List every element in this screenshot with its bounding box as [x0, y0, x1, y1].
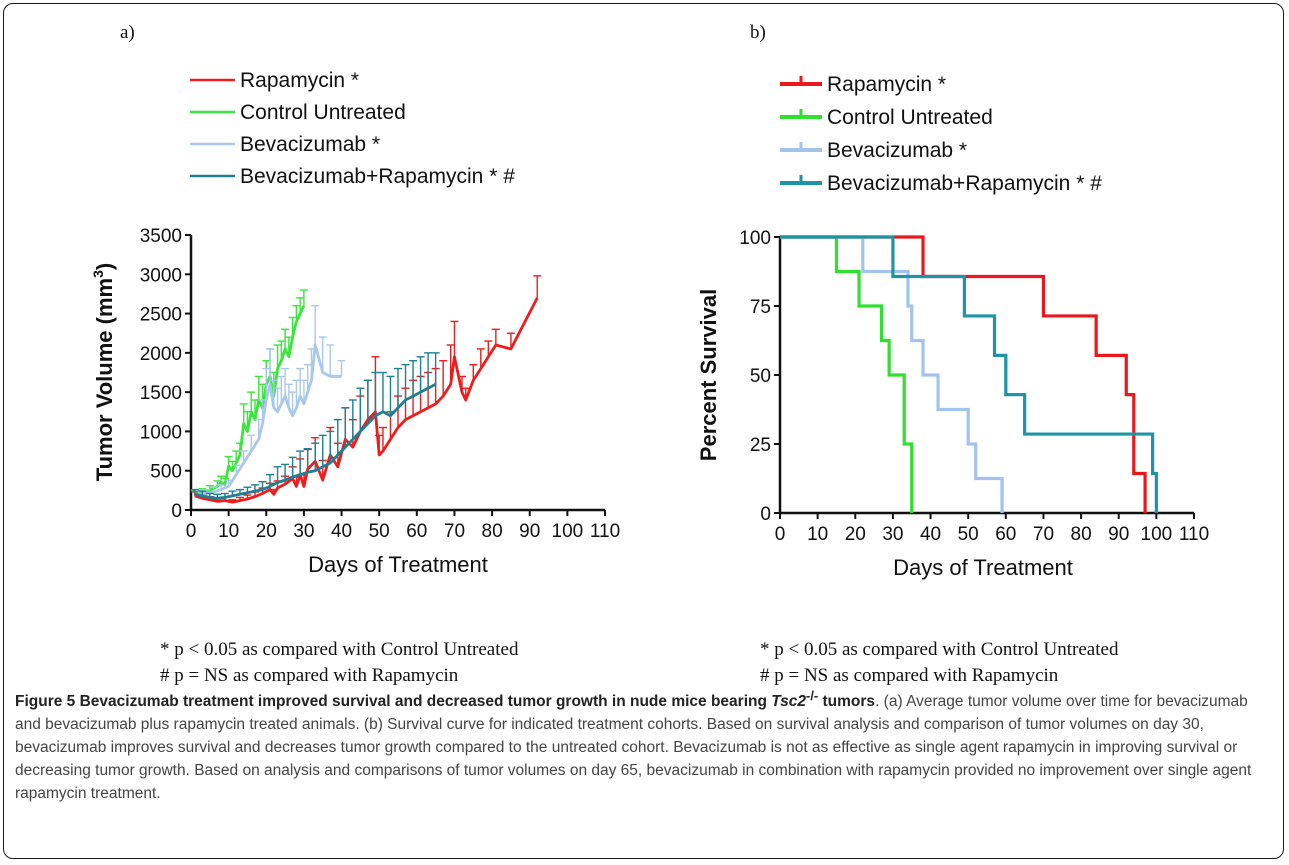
- tumor-volume-y-tick-label: 3000: [140, 265, 182, 286]
- panel-a-note-2: # p = NS as compared with Rapamycin: [160, 665, 459, 686]
- tumor-volume-y-tick-label: 500: [150, 462, 182, 483]
- caption-title-suffix: tumors: [818, 693, 876, 711]
- caption-body: . (a) Average tumor volume over time for…: [15, 693, 1252, 803]
- tumor-volume-plot: 0 10 20 30 40 50 60 70 80 90 100 110 0 500 1000 1500 200…: [140, 226, 620, 542]
- tumor-volume-y-axis-title-close: ): [92, 263, 117, 270]
- tumor-volume-x-tick-label: 80: [482, 521, 503, 542]
- tumor-volume-y-axis-title: Tumor Volume (mm3): [90, 263, 117, 481]
- survival-x-axis-title: Days of Treatment: [893, 555, 1073, 580]
- survival-x-tick-label: 90: [1108, 524, 1129, 545]
- tumor-volume-x-tick-label: 50: [369, 521, 390, 542]
- tumor-volume-y-tick-label: 0: [171, 501, 182, 522]
- tumor-volume-series: [190, 289, 308, 496]
- survival-step-line: [780, 235, 1158, 513]
- survival-x-tick-label: 0: [775, 524, 786, 545]
- tumor-volume-x-tick-label: 60: [406, 521, 427, 542]
- survival-x-tick-label: 80: [1071, 524, 1092, 545]
- tumor-volume-y-axis-title-sup: 3: [90, 270, 106, 278]
- caption-title-prefix: Figure 5 Bevacizumab treatment improved …: [15, 693, 772, 711]
- caption-gene-sup: -/-: [806, 688, 819, 703]
- panel-b-note-2: # p = NS as compared with Rapamycin: [760, 665, 1059, 686]
- survival-y-tick-label: 100: [739, 228, 771, 249]
- tumor-volume-chart: Rapamycin * Control Untreated Bevacizumab …: [90, 69, 620, 577]
- figure-caption: Figure 5 Bevacizumab treatment improved …: [15, 684, 1273, 805]
- tumor-volume-x-tick-label: 100: [552, 521, 584, 542]
- tumor-volume-y-tick-label: 2500: [140, 305, 182, 326]
- tumor-volume-legend-label: Bevacizumab+Rapamycin * #: [240, 165, 515, 188]
- tumor-volume-series: [190, 352, 440, 500]
- survival-y-tick-label: 0: [760, 504, 771, 525]
- tumor-volume-x-tick-label: 110: [590, 521, 620, 542]
- survival-chart: Rapamycin * Control Untreated Bevacizumab …: [696, 73, 1209, 580]
- tumor-volume-x-tick-label: 20: [256, 521, 277, 542]
- survival-legend-label: Control Untreated: [827, 106, 993, 129]
- panel-b-label: b): [750, 22, 766, 43]
- tumor-volume-x-tick-label: 10: [218, 521, 239, 542]
- survival-y-tick-label: 75: [750, 297, 771, 318]
- tumor-volume-x-tick-label: 0: [186, 521, 197, 542]
- survival-legend-label: Bevacizumab+Rapamycin * #: [827, 172, 1102, 195]
- survival-x-tick-label: 20: [845, 524, 866, 545]
- tumor-volume-legend: Rapamycin * Control Untreated Bevacizumab …: [190, 69, 515, 188]
- survival-x-tick-label: 100: [1141, 524, 1173, 545]
- tumor-volume-x-axis-title: Days of Treatment: [308, 552, 488, 577]
- tumor-volume-x-tick-label: 40: [331, 521, 352, 542]
- tumor-volume-y-tick-label: 1000: [140, 422, 182, 443]
- survival-x-tick-label: 110: [1179, 524, 1209, 545]
- tumor-volume-y-tick-label: 1500: [140, 383, 182, 404]
- survival-step-line: [780, 235, 914, 513]
- tumor-volume-series: [190, 275, 542, 504]
- tumor-volume-legend-label: Control Untreated: [240, 101, 406, 124]
- survival-y-tick-label: 50: [750, 366, 771, 387]
- survival-legend-label: Bevacizumab *: [827, 139, 967, 162]
- tumor-volume-x-tick-label: 30: [293, 521, 314, 542]
- panel-a-label: a): [120, 22, 135, 43]
- survival-step-line: [780, 235, 1147, 513]
- survival-x-tick-label: 50: [958, 524, 979, 545]
- caption-title: Figure 5 Bevacizumab treatment improved …: [15, 688, 876, 711]
- survival-y-axis-title: Percent Survival: [696, 289, 721, 461]
- survival-y-tick-label: 25: [750, 435, 771, 456]
- survival-x-tick-label: 70: [1033, 524, 1054, 545]
- tumor-volume-series-line: [198, 343, 342, 496]
- survival-x-tick-label: 10: [807, 524, 828, 545]
- tumor-volume-y-tick-label: 2000: [140, 344, 182, 365]
- tumor-volume-legend-label: Bevacizumab *: [240, 133, 380, 156]
- tumor-volume-series-line: [194, 383, 437, 500]
- survival-x-tick-label: 40: [920, 524, 941, 545]
- survival-plot: 0 10 20 30 40 50 60 70 80 90 100 110 0 25 50 75 100: [739, 228, 1209, 545]
- figure-frame: [3, 3, 1284, 859]
- survival-legend: Rapamycin * Control Untreated Bevacizumab …: [780, 73, 1102, 195]
- survival-legend-label: Rapamycin *: [827, 73, 946, 96]
- tumor-volume-y-tick-label: 3500: [140, 226, 182, 247]
- tumor-volume-x-tick-label: 90: [519, 521, 540, 542]
- tumor-volume-series: [194, 305, 346, 496]
- survival-x-tick-label: 60: [995, 524, 1016, 545]
- tumor-volume-series-line: [194, 297, 539, 504]
- panel-a-note-1: * p < 0.05 as compared with Control Untr…: [160, 639, 519, 660]
- tumor-volume-legend-label: Rapamycin *: [240, 69, 359, 92]
- tumor-volume-x-tick-label: 70: [444, 521, 465, 542]
- caption-gene: Tsc2: [771, 693, 807, 711]
- survival-x-tick-label: 30: [882, 524, 903, 545]
- tumor-volume-y-axis-title-main: Tumor Volume (mm: [92, 278, 117, 481]
- panel-b-note-1: * p < 0.05 as compared with Control Untr…: [760, 639, 1119, 660]
